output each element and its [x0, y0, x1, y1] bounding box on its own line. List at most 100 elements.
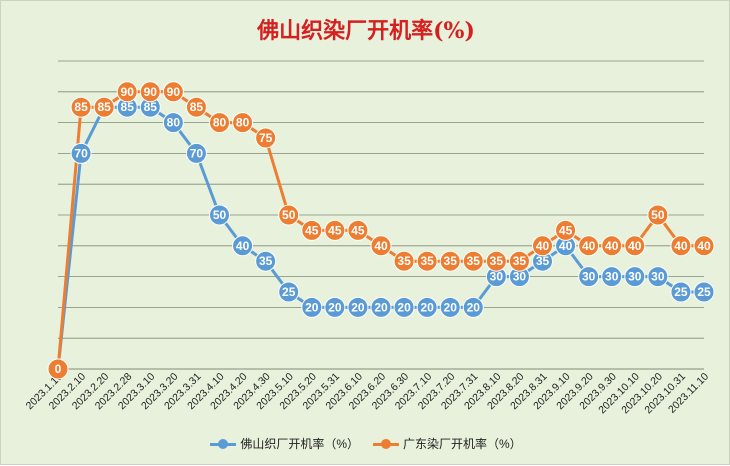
data-label-series-2: 40 — [697, 239, 711, 253]
data-label-series-2: 35 — [444, 254, 458, 268]
data-label-series-2: 40 — [628, 239, 642, 253]
data-point-series-2 — [508, 250, 530, 272]
data-label-series-2: 40 — [536, 239, 550, 253]
data-label-series-2: 85 — [97, 100, 111, 114]
data-point-series-1 — [578, 266, 600, 288]
data-label-series-2: 80 — [213, 116, 227, 130]
legend-item-series-1: 佛山织厂开机率（%） — [210, 435, 359, 452]
data-point-series-2 — [647, 204, 669, 226]
data-point-series-2 — [185, 96, 207, 118]
data-label-series-2: 50 — [282, 208, 296, 222]
data-label-series-1: 70 — [190, 146, 204, 160]
legend-label-series-2: 广东染厂开机率（%） — [403, 437, 522, 451]
data-label-series-1: 20 — [328, 300, 342, 314]
data-point-series-2 — [462, 250, 484, 272]
data-label-series-2: 35 — [420, 254, 434, 268]
legend: 佛山织厂开机率（%） 广东染厂开机率（%） — [1, 435, 730, 452]
data-label-series-1: 25 — [697, 285, 711, 299]
data-label-series-2: 85 — [190, 100, 204, 114]
data-point-series-1 — [255, 250, 277, 272]
data-label-series-1: 20 — [467, 300, 481, 314]
legend-swatch-series-2-icon — [373, 438, 399, 450]
data-label-series-1: 20 — [444, 300, 458, 314]
data-label-series-2: 40 — [582, 239, 596, 253]
data-point-series-2 — [532, 235, 553, 257]
data-point-series-2 — [555, 219, 577, 241]
data-label-series-1: 40 — [236, 239, 250, 253]
data-label-series-1: 20 — [305, 300, 319, 314]
data-point-series-1 — [185, 142, 207, 164]
data-point-series-1 — [278, 281, 300, 303]
data-point-series-2 — [162, 81, 184, 103]
data-label-series-1: 20 — [420, 300, 434, 314]
data-label-series-2: 35 — [397, 254, 411, 268]
data-point-series-2 — [116, 81, 138, 103]
data-point-series-1 — [347, 296, 369, 318]
data-point-series-1 — [601, 266, 623, 288]
data-label-series-1: 30 — [582, 270, 596, 284]
data-point-series-1 — [393, 296, 415, 318]
data-point-series-2 — [624, 235, 646, 257]
data-label-series-1: 20 — [374, 300, 388, 314]
data-point-series-1 — [624, 266, 646, 288]
chart-title: 佛山织染厂开机率(%) — [257, 18, 475, 44]
data-label-series-1: 85 — [144, 100, 158, 114]
data-point-series-2 — [578, 235, 600, 257]
series-line-2 — [56, 90, 704, 370]
data-point-series-1 — [693, 281, 715, 303]
data-point-series-2 — [439, 250, 461, 272]
data-label-series-2: 50 — [651, 208, 665, 222]
data-label-series-1: 40 — [559, 239, 573, 253]
data-label-series-2: 40 — [605, 239, 619, 253]
data-point-series-1 — [301, 296, 323, 318]
data-point-series-2 — [485, 250, 507, 272]
data-point-series-2 — [670, 235, 692, 257]
data-label-series-1: 35 — [259, 254, 273, 268]
data-label-series-2: 40 — [674, 239, 688, 253]
legend-label-series-1: 佛山织厂开机率（%） — [240, 437, 359, 451]
data-point-series-1 — [70, 142, 92, 164]
data-point-series-1 — [209, 204, 230, 226]
data-label-series-1: 30 — [513, 270, 527, 284]
data-point-series-1 — [370, 296, 392, 318]
data-label-series-2: 90 — [144, 85, 158, 99]
data-label-series-2: 80 — [236, 116, 250, 130]
data-label-series-2: 45 — [328, 223, 342, 237]
data-point-series-1 — [232, 235, 254, 257]
data-point-series-1 — [324, 296, 346, 318]
data-point-series-1 — [647, 266, 669, 288]
data-label-series-2: 35 — [467, 254, 481, 268]
data-point-series-2 — [416, 250, 438, 272]
data-label-series-2: 90 — [167, 85, 181, 99]
data-point-series-2 — [139, 81, 161, 103]
data-point-series-1 — [439, 296, 461, 318]
data-label-series-1: 70 — [74, 146, 88, 160]
data-point-series-1 — [162, 112, 184, 134]
legend-swatch-series-1-icon — [210, 438, 237, 450]
data-label-series-2: 0 — [55, 362, 62, 376]
data-point-series-2 — [324, 219, 346, 241]
data-label-series-2: 45 — [351, 223, 365, 237]
data-label-series-2: 45 — [559, 223, 573, 237]
data-label-series-2: 45 — [305, 223, 319, 237]
data-point-series-1 — [462, 296, 484, 318]
data-label-series-1: 30 — [605, 270, 619, 284]
data-point-series-2 — [693, 235, 715, 257]
data-label-series-1: 30 — [651, 270, 665, 284]
data-label-series-1: 25 — [674, 285, 688, 299]
data-label-series-1: 30 — [628, 270, 642, 284]
data-label-series-1: 30 — [490, 270, 504, 284]
data-point-series-2 — [278, 204, 300, 226]
data-point-series-1 — [416, 296, 438, 318]
data-label-series-2: 85 — [74, 100, 88, 114]
data-label-series-2: 40 — [374, 239, 388, 253]
data-point-series-2 — [370, 235, 392, 257]
data-point-series-2 — [601, 235, 623, 257]
data-label-series-1: 20 — [351, 300, 365, 314]
data-label-series-1: 25 — [282, 285, 296, 299]
data-label-series-1: 50 — [213, 208, 227, 222]
data-point-series-2 — [347, 219, 369, 241]
data-label-series-2: 90 — [121, 85, 135, 99]
